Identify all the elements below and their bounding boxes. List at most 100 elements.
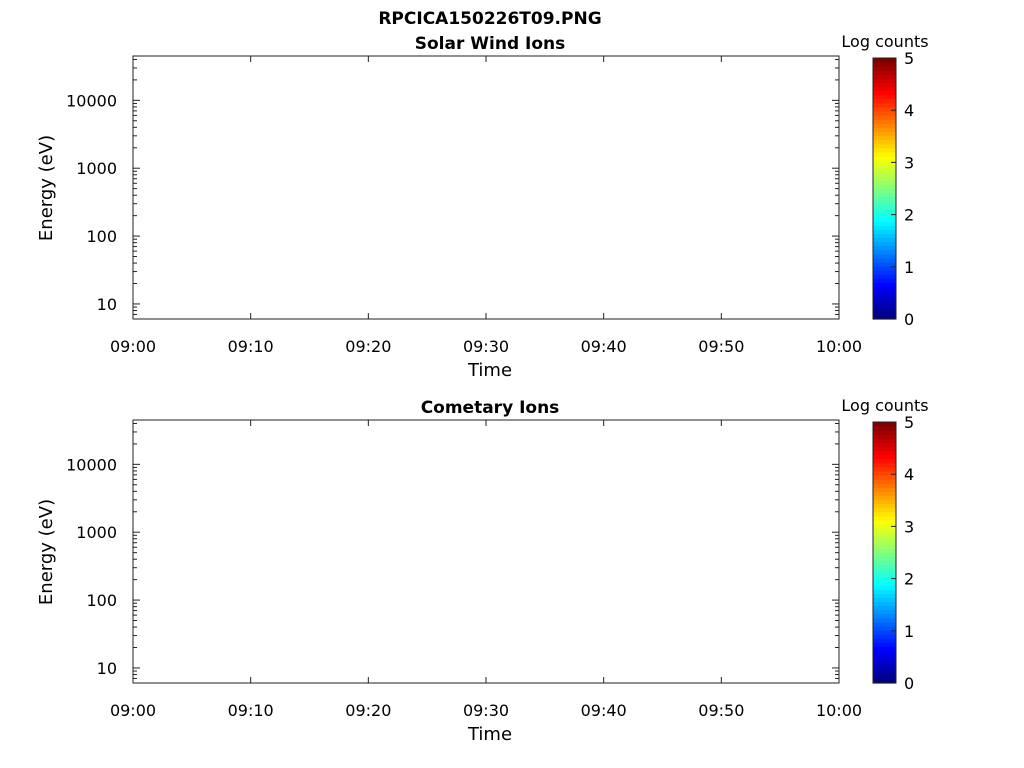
x-tick-label: 09:00: [110, 337, 156, 356]
colorbar-segment: [873, 237, 896, 243]
colorbar-segment: [873, 241, 896, 247]
colorbar-segment: [873, 135, 896, 141]
colorbar-segment: [873, 221, 896, 226]
colorbar-segment: [873, 302, 896, 308]
colorbar-segment: [873, 495, 896, 501]
y-tick-label: 1000: [76, 159, 117, 178]
colorbar-segment: [873, 111, 896, 116]
colorbar-segment: [873, 265, 896, 271]
colorbar-segment: [873, 650, 896, 656]
colorbar-segment: [873, 70, 896, 75]
colorbar-segment: [873, 176, 896, 181]
colorbar-segment: [873, 540, 896, 545]
colorbar-tick-label: 0: [904, 674, 914, 693]
colorbar-frame: [872, 57, 897, 320]
axis-ticks: 09:00 09:10 09:20 09:30 09:40 09:50 10:00 10 100…: [66, 56, 862, 356]
x-axis-label: Time: [467, 360, 512, 381]
colorbar-segment: [873, 601, 896, 607]
colorbar-segment: [873, 629, 896, 635]
colorbar-segment: [873, 172, 896, 177]
plot-frame: [132, 419, 840, 684]
colorbar-segment: [873, 479, 896, 484]
colorbar-segment: [873, 556, 896, 562]
colorbar-segment: [873, 466, 896, 472]
colorbar-segment: [873, 662, 896, 668]
colorbar-segment: [873, 298, 896, 304]
colorbar-segment: [873, 257, 896, 263]
colorbar-tick-label: 5: [904, 49, 914, 68]
colorbar-frame: [872, 421, 897, 684]
colorbar-segment: [873, 597, 896, 603]
x-tick-label: 09:50: [698, 337, 744, 356]
colorbar-segment: [873, 98, 896, 104]
colorbar-segment: [873, 188, 896, 194]
x-tick-label: 09:30: [463, 337, 509, 356]
plot-frame: [132, 55, 840, 320]
colorbar-segment: [873, 552, 896, 558]
colorbar-segment: [873, 147, 896, 153]
colorbar-segment: [873, 503, 896, 509]
colorbar-tick-label: 4: [904, 101, 914, 120]
y-axis-label: Energy (eV): [36, 135, 57, 241]
colorbar-segment: [873, 442, 896, 448]
panel-title: Cometary Ions: [421, 398, 560, 418]
colorbar-segment: [873, 155, 896, 161]
colorbar-tick-label: 5: [904, 413, 914, 432]
colorbar-tick-label: 2: [904, 570, 914, 589]
colorbar-segment: [873, 282, 896, 287]
x-tick-label: 09:40: [581, 337, 627, 356]
colorbar-segment: [873, 115, 896, 120]
colorbar-segment: [873, 270, 896, 275]
colorbar-segment: [873, 523, 896, 529]
colorbar-tick-label: 1: [904, 622, 914, 641]
colorbar-segment: [873, 212, 896, 218]
colorbar-segment: [873, 528, 896, 533]
colorbar-segment: [873, 78, 896, 84]
y-tick-label: 100: [86, 227, 117, 246]
colorbar-segment: [873, 192, 896, 198]
x-tick-label: 09:00: [110, 701, 156, 720]
colorbar-segment: [873, 634, 896, 639]
colorbar-segment: [873, 253, 896, 259]
colorbar-segment: [873, 589, 896, 594]
x-tick-label: 10:00: [816, 337, 862, 356]
colorbar-segment: [873, 609, 896, 615]
panel-title: Solar Wind Ions: [415, 34, 566, 54]
colorbar-segment: [873, 666, 896, 672]
colorbar-tick-label: 0: [904, 310, 914, 329]
colorbar-segment: [873, 286, 896, 292]
colorbar-segment: [873, 654, 896, 660]
axis-ticks: 09:00 09:10 09:20 09:30 09:40 09:50 10:00 10 100…: [66, 420, 862, 720]
colorbar-segment: [873, 483, 896, 488]
colorbar-segment: [873, 196, 896, 202]
colorbar-segment: [873, 233, 896, 239]
colorbar-segment: [873, 438, 896, 443]
colorbar-segment: [873, 642, 896, 647]
colorbar-segment: [873, 180, 896, 186]
colorbar-segment: [873, 470, 896, 476]
y-tick-label: 10000: [66, 91, 117, 110]
colorbar-segment: [873, 106, 896, 112]
x-tick-label: 10:00: [816, 701, 862, 720]
colorbar-segment: [873, 532, 896, 537]
colorbar-segment: [873, 515, 896, 521]
colorbar-segment: [873, 568, 896, 574]
colorbar-segment: [873, 462, 896, 468]
colorbar-segment: [873, 674, 896, 680]
colorbar-segment: [873, 678, 896, 684]
colorbar-segment: [873, 139, 896, 145]
colorbar-segment: [873, 58, 896, 63]
colorbar-segment: [873, 131, 896, 137]
x-tick-label: 09:10: [228, 701, 274, 720]
colorbar-segment: [873, 613, 896, 619]
colorbar-segment: [873, 564, 896, 570]
colorbar-segment: [873, 82, 896, 88]
colorbar-segment: [873, 625, 896, 631]
colorbar-label: Log counts: [841, 396, 928, 415]
colorbar-tick-label: 4: [904, 465, 914, 484]
colorbar-segment: [873, 491, 896, 497]
colorbar-segment: [873, 450, 896, 456]
colorbar-segment: [873, 306, 896, 312]
y-tick-label: 10: [97, 295, 117, 314]
